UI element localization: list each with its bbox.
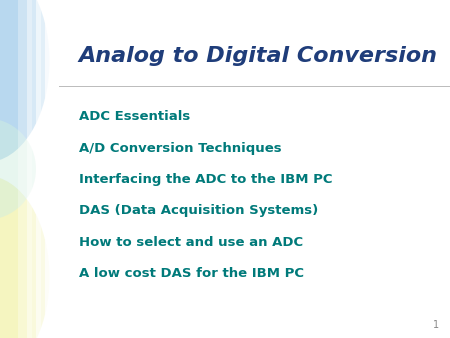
Ellipse shape	[0, 0, 50, 162]
Bar	[18, 0, 32, 338]
Text: Analog to Digital Conversion: Analog to Digital Conversion	[79, 46, 438, 66]
Text: DAS (Data Acquisition Systems): DAS (Data Acquisition Systems)	[79, 204, 318, 217]
Bar	[54, 0, 68, 338]
Text: A low cost DAS for the IBM PC: A low cost DAS for the IBM PC	[79, 267, 304, 280]
Bar	[27, 0, 40, 338]
Bar	[68, 0, 450, 338]
Text: ADC Essentials: ADC Essentials	[79, 110, 190, 123]
Text: A/D Conversion Techniques: A/D Conversion Techniques	[79, 142, 281, 154]
Text: How to select and use an ADC: How to select and use an ADC	[79, 236, 303, 249]
Ellipse shape	[0, 176, 50, 338]
Text: 1: 1	[432, 319, 439, 330]
Bar	[45, 0, 58, 338]
Text: Interfacing the ADC to the IBM PC: Interfacing the ADC to the IBM PC	[79, 173, 332, 186]
Bar	[36, 0, 50, 338]
Ellipse shape	[0, 118, 36, 220]
